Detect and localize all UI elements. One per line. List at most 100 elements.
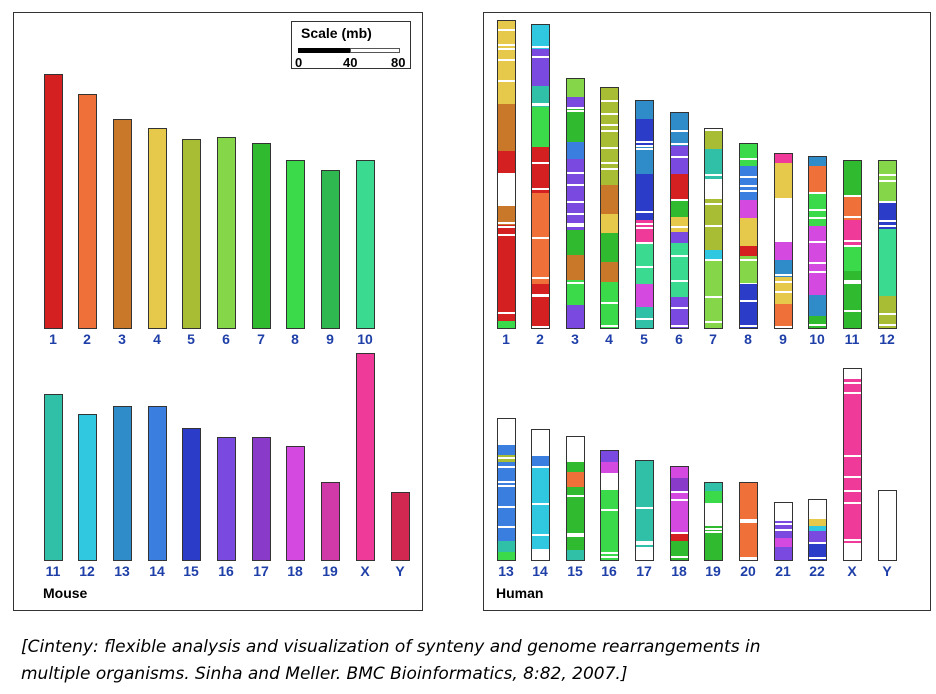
mouse-chromosome-label: 3 [118, 331, 126, 347]
mouse-chromosome-4 [148, 128, 167, 329]
human-chromosome-label: 4 [605, 331, 613, 347]
human-chromosome-label: 5 [640, 331, 648, 347]
mouse-chromosome-16 [217, 437, 236, 561]
human-chromosome-label: X [847, 563, 857, 579]
synteny-block [705, 249, 722, 260]
synteny-block [636, 220, 653, 243]
synteny-gap [740, 158, 757, 161]
human-chromosome-Y [878, 490, 897, 561]
synteny-block [671, 217, 688, 233]
synteny-gap [498, 233, 515, 236]
synteny-gap [844, 391, 861, 394]
synteny-gap [879, 220, 896, 223]
synteny-block [809, 226, 826, 261]
synteny-block [705, 526, 722, 560]
mouse-chromosome-label: 16 [218, 563, 234, 579]
synteny-block [705, 502, 722, 527]
synteny-block [809, 316, 826, 328]
human-chromosome-label: 20 [740, 563, 756, 579]
synteny-block [775, 538, 792, 548]
synteny-gap [671, 142, 688, 145]
figure-caption: [Cinteny: flexible analysis and visualiz… [21, 634, 921, 688]
human-chromosome-label: 9 [779, 331, 787, 347]
synteny-gap [498, 505, 515, 508]
synteny-gap [705, 530, 722, 533]
synteny-block [567, 279, 584, 305]
synteny-block [705, 259, 722, 328]
synteny-block [498, 224, 515, 321]
synteny-block [601, 473, 618, 490]
synteny-gap [844, 489, 861, 492]
synteny-gap [636, 317, 653, 320]
synteny-block [705, 483, 722, 491]
synteny-block [740, 283, 757, 328]
human-chromosome-label: 1 [502, 331, 510, 347]
synteny-gap [601, 167, 618, 170]
synteny-block [567, 304, 584, 328]
synteny-block [809, 295, 826, 317]
synteny-block [498, 461, 515, 541]
synteny-block [671, 199, 688, 218]
synteny-gap [532, 104, 549, 107]
synteny-block [498, 104, 515, 151]
scale-title: Scale (mb) [301, 25, 372, 41]
human-chromosome-label: 6 [675, 331, 683, 347]
human-chromosome-11 [843, 160, 862, 329]
synteny-gap [532, 502, 549, 505]
synteny-gap [775, 237, 792, 240]
synteny-block [601, 462, 618, 474]
synteny-gap [636, 141, 653, 144]
mouse-chromosome-label: 12 [79, 563, 95, 579]
synteny-gap [844, 280, 861, 283]
human-chromosome-12 [878, 160, 897, 329]
synteny-gap [567, 224, 584, 227]
mouse-chromosome-13 [113, 406, 132, 561]
synteny-gap [498, 481, 515, 484]
synteny-gap [601, 302, 618, 305]
synteny-gap [532, 161, 549, 164]
synteny-block [636, 101, 653, 120]
human-chromosome-6 [670, 112, 689, 329]
synteny-block [567, 96, 584, 110]
synteny-block [567, 79, 584, 97]
human-chromosome-5 [635, 100, 654, 329]
synteny-gap [636, 541, 653, 544]
synteny-gap [844, 309, 861, 312]
synteny-gap [601, 325, 618, 328]
synteny-gap [775, 273, 792, 276]
synteny-gap [809, 208, 826, 211]
synteny-gap [844, 381, 861, 384]
synteny-gap [636, 506, 653, 509]
synteny-gap [705, 174, 722, 177]
synteny-gap [844, 475, 861, 478]
synteny-gap [498, 48, 515, 51]
mouse-chromosome-label: 19 [322, 563, 338, 579]
mouse-panel-title: Mouse [43, 585, 88, 601]
synteny-gap [532, 450, 549, 453]
synteny-block [567, 472, 584, 487]
synteny-block [498, 206, 515, 225]
synteny-gap [671, 225, 688, 228]
mouse-chromosome-5 [182, 139, 201, 329]
synteny-block [775, 303, 792, 328]
synteny-gap [498, 44, 515, 47]
mouse-chromosome-label: 7 [257, 331, 265, 347]
human-karyotype-panel: Human 1 2 3 4 5 6 7 8 9 10 11 12 13 14 15 16 17 18 19 20 21 2… [483, 12, 931, 611]
synteny-gap [879, 201, 896, 204]
synteny-block [532, 49, 549, 86]
synteny-gap [601, 484, 618, 487]
human-chromosome-10 [808, 156, 827, 329]
synteny-gap [671, 531, 688, 534]
synteny-gap [740, 175, 757, 178]
synteny-gap [498, 80, 515, 83]
scale-legend: Scale (mb) 0 40 80 [291, 21, 411, 70]
synteny-block [498, 444, 515, 455]
synteny-gap [844, 546, 861, 549]
mouse-chromosome-7 [252, 143, 271, 329]
mouse-chromosome-2 [78, 94, 97, 329]
human-chromosome-label: 3 [571, 331, 579, 347]
synteny-gap [601, 508, 618, 511]
synteny-block [879, 491, 896, 560]
synteny-gap [844, 538, 861, 541]
synteny-block [498, 419, 515, 445]
